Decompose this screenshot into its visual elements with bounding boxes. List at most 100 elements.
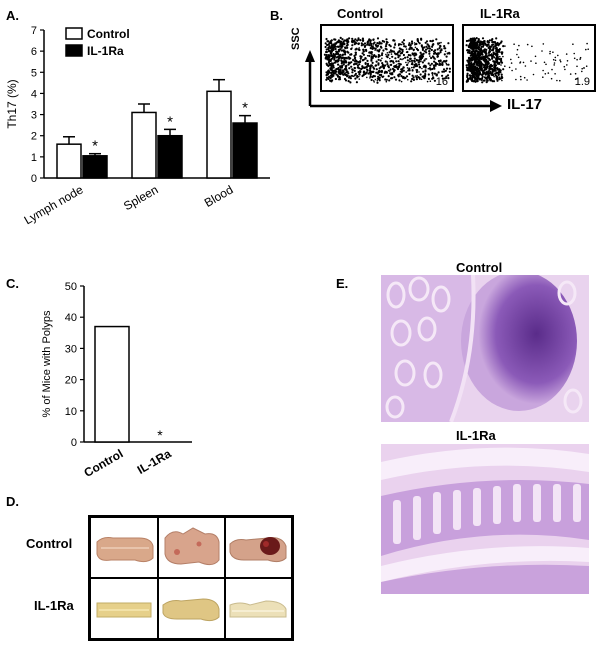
dot-plot-event	[436, 42, 439, 44]
dot-plot-event	[339, 43, 342, 46]
dot-plot-event	[349, 81, 352, 84]
dot-plot-event	[405, 61, 407, 64]
dot-plot-event	[353, 54, 356, 57]
dot-plot-event	[340, 65, 344, 68]
dot-plot-event	[366, 68, 368, 70]
dot-plot-event	[370, 58, 373, 61]
dot-plot-event	[382, 75, 385, 78]
dot-plot-event	[429, 39, 432, 43]
dot-plot-event	[408, 67, 411, 70]
dot-plot-event	[325, 55, 328, 58]
dot-plot-event	[498, 48, 501, 51]
dot-plot-event	[377, 58, 380, 61]
dot-plot-event	[359, 39, 362, 42]
dot-plot-event	[359, 71, 362, 74]
dot-plot-event	[426, 80, 429, 83]
dot-plot-event	[400, 75, 403, 78]
dot-plot-event	[338, 40, 341, 43]
dot-plot-event	[496, 78, 499, 81]
dot-plot-event	[327, 57, 330, 60]
dot-plot-event	[373, 67, 376, 70]
dot-plot-event	[499, 55, 501, 58]
dot-plot-event	[483, 48, 487, 51]
dot-plot-event	[343, 39, 346, 42]
dot-plot-event	[372, 42, 375, 45]
dot-plot-event	[523, 76, 526, 79]
dot-plot-event	[360, 58, 362, 60]
dot-plot-event	[480, 69, 483, 72]
dot-plot-event	[405, 51, 408, 53]
dot-plot-event	[376, 77, 379, 80]
dot-plot-event	[402, 57, 405, 60]
dot-plot-event	[466, 49, 469, 52]
dot-plot-event	[429, 55, 431, 57]
dot-plot-event	[467, 39, 470, 42]
dot-plot-event	[354, 38, 357, 41]
dot-plot-event	[372, 38, 375, 41]
dot-plot-event	[332, 52, 335, 56]
dot-plot-event	[361, 52, 364, 55]
dot-plot-event	[488, 54, 491, 57]
dot-plot-event	[413, 57, 416, 60]
dot-plot-event	[477, 64, 480, 67]
dot-plot-event	[579, 58, 581, 60]
th17-legend-label: Control	[87, 27, 130, 41]
dot-plot-event	[392, 70, 395, 73]
dot-plot-event	[419, 51, 422, 54]
dot-plot-event	[482, 55, 485, 58]
dot-plot-event	[490, 54, 493, 57]
dot-plot-event	[553, 62, 556, 64]
dot-plot-event	[471, 46, 475, 49]
dot-plot-event	[343, 77, 347, 81]
dot-plot-event	[334, 38, 337, 41]
dot-plot-event	[329, 79, 332, 82]
dot-plot-event	[516, 53, 518, 56]
dot-plot-event	[421, 75, 424, 78]
dot-plot-event	[363, 45, 366, 48]
dot-plot-event	[428, 52, 431, 55]
dot-plot-event	[345, 71, 348, 74]
dot-plot-event	[415, 63, 418, 66]
dot-plot-event	[481, 41, 484, 44]
dot-plot-event	[448, 52, 451, 55]
dot-plot-event	[476, 42, 479, 45]
dot-plot-event	[544, 73, 547, 75]
dot-plot-event	[535, 62, 537, 64]
dot-plot-event	[552, 58, 555, 61]
dot-plot-event	[487, 57, 490, 60]
dot-plot-event	[406, 56, 409, 59]
dot-plot-event	[369, 47, 372, 50]
dot-plot-event	[402, 66, 404, 68]
dot-plot-event	[411, 77, 414, 81]
dot-plot-event	[325, 50, 328, 54]
dot-plot-event	[498, 71, 500, 74]
dot-plot-event	[491, 80, 494, 83]
dot-plot-event	[360, 42, 363, 45]
dot-plot-event	[440, 48, 443, 50]
dot-plot-event	[412, 78, 415, 81]
dot-plot-event	[448, 70, 451, 73]
dot-plot-event	[376, 44, 380, 47]
dot-plot-event	[396, 67, 400, 71]
dot-plot-event	[553, 64, 555, 66]
photo-row-il1ra-label: IL-1Ra	[34, 598, 74, 613]
dot-plot-event	[425, 45, 428, 48]
dot-plot-event	[347, 63, 350, 66]
dot-plot-event	[365, 72, 367, 75]
dot-plot-event	[354, 77, 357, 80]
th17-legend-swatch	[65, 27, 83, 40]
dot-plot-event	[441, 77, 444, 80]
dot-plot-event	[334, 42, 337, 45]
dot-plot-event	[342, 42, 345, 45]
dot-plot-event	[351, 71, 354, 74]
dot-plot-event	[518, 44, 520, 47]
dot-plot-event	[430, 56, 433, 60]
dot-plot-event	[402, 42, 405, 45]
dot-plot-event	[345, 73, 348, 76]
dot-plot-event	[367, 72, 370, 75]
dot-plot-event	[327, 75, 331, 79]
dot-plot-event	[483, 79, 486, 82]
th17-y-tick-label: 6	[31, 46, 37, 58]
dot-plot-event	[515, 78, 517, 81]
dot-plot-event	[341, 38, 344, 41]
